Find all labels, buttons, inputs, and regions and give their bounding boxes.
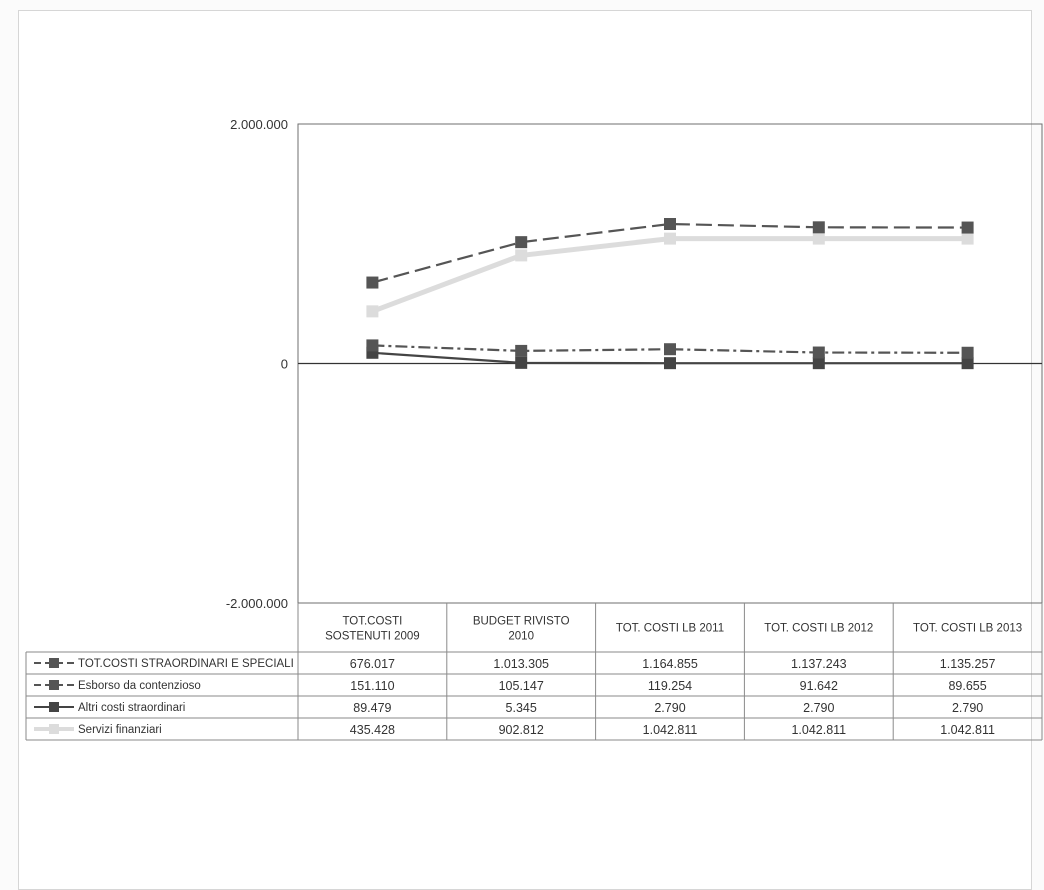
data-point-2-2 (664, 357, 676, 370)
data-point-2-1 (515, 356, 528, 369)
table-value-3-1: 902.812 (499, 723, 544, 737)
data-point-1-2 (664, 343, 676, 356)
table-value-1-3: 91.642 (800, 679, 838, 693)
table-value-3-2: 1.042.811 (643, 723, 698, 737)
legend-name-2: Altri costi straordinari (78, 702, 185, 714)
category-label-2-0: TOT. COSTI LB 2011 (616, 623, 724, 635)
data-point-0-1 (515, 236, 528, 249)
data-point-0-0 (366, 276, 379, 289)
table-value-3-3: 1.042.811 (791, 723, 846, 737)
table-value-1-4: 89.655 (948, 679, 986, 693)
legend-name-3: Servizi finanziari (78, 724, 162, 736)
category-label-0-1: SOSTENUTI 2009 (325, 631, 420, 643)
table-value-2-1: 5.345 (506, 701, 537, 715)
legend-key-marker-0 (49, 658, 59, 668)
category-label-4-0: TOT. COSTI LB 2013 (913, 623, 1022, 635)
chart-frame (18, 10, 1032, 890)
y-tick-label-2: -2.000.000 (226, 596, 288, 611)
table-value-1-1: 105.147 (499, 679, 544, 693)
legend-key-marker-3 (49, 724, 59, 734)
category-label-3-0: TOT. COSTI LB 2012 (764, 623, 873, 635)
table-value-0-3: 1.137.243 (791, 657, 847, 671)
y-tick-label-1: 0 (281, 357, 288, 372)
table-value-1-0: 151.110 (350, 679, 394, 693)
data-point-0-3 (812, 221, 825, 234)
series-line-1 (372, 344, 968, 354)
legend-key-marker-2 (49, 702, 59, 712)
category-label-0-0: TOT.COSTI (342, 616, 402, 628)
data-point-3-1 (515, 249, 528, 262)
series-line-3 (371, 236, 968, 314)
data-point-3-4 (961, 232, 974, 245)
data-point-3-0 (366, 305, 379, 318)
data-point-3-2 (664, 232, 676, 245)
legend-name-1: Esborso da contenzioso (78, 680, 201, 692)
y-tick-label-0: 2.000.000 (230, 117, 288, 132)
table-value-1-2: 119.254 (648, 679, 692, 693)
table-value-0-2: 1.164.855 (642, 657, 698, 671)
table-value-3-4: 1.042.811 (940, 723, 995, 737)
table-value-2-2: 2.790 (654, 701, 685, 715)
series-line-0 (372, 222, 968, 284)
table-value-3-0: 435.428 (350, 723, 395, 737)
table-value-0-4: 1.135.257 (940, 657, 996, 671)
table-value-2-4: 2.790 (952, 701, 983, 715)
data-point-2-3 (812, 357, 825, 370)
data-point-1-4 (961, 346, 974, 359)
data-point-1-3 (812, 346, 825, 359)
legend-key-marker-1 (49, 680, 59, 690)
table-value-0-1: 1.013.305 (493, 657, 549, 671)
data-point-0-2 (664, 218, 676, 231)
table-value-2-0: 89.479 (353, 701, 391, 715)
table-value-0-0: 676.017 (350, 657, 395, 671)
data-point-0-4 (961, 221, 974, 234)
data-point-1-0 (366, 339, 379, 352)
category-label-1-1: 2010 (508, 631, 534, 643)
data-point-2-4 (961, 357, 974, 370)
category-label-1-0: BUDGET RIVISTO (473, 616, 570, 628)
data-point-3-3 (812, 232, 825, 245)
data-point-1-1 (515, 344, 528, 357)
table-value-2-3: 2.790 (803, 701, 834, 715)
legend-name-0: TOT.COSTI STRAORDINARI E SPECIALI (78, 658, 294, 670)
